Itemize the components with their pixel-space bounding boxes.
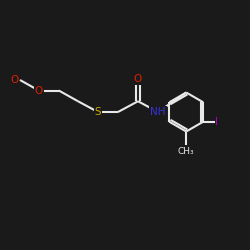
Text: NH: NH [150,107,166,117]
Text: CH₃: CH₃ [178,146,194,156]
Text: O: O [10,75,19,85]
Text: I: I [216,117,218,127]
Text: O: O [134,74,142,84]
Text: S: S [95,107,101,117]
Text: O: O [34,86,43,96]
